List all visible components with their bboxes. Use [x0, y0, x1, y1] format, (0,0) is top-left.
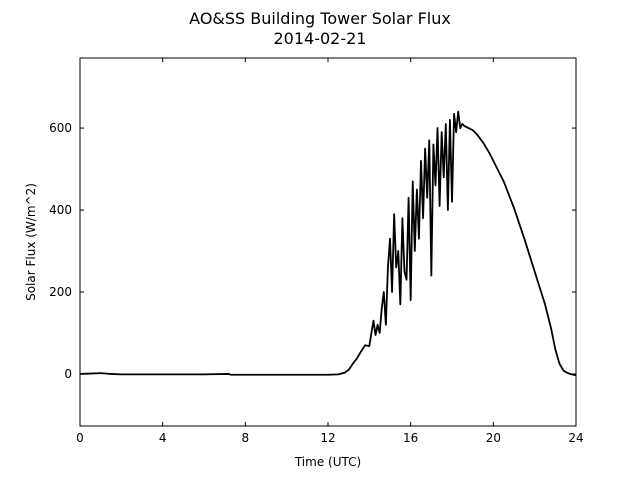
y-axis-label: Solar Flux (W/m^2) [24, 183, 38, 301]
y-tick-label: 200 [49, 285, 72, 299]
x-tick-label: 12 [320, 431, 335, 445]
x-tick-label: 8 [242, 431, 250, 445]
x-tick-label: 20 [486, 431, 501, 445]
x-axis-label: Time (UTC) [294, 455, 361, 469]
chart-subtitle: 2014-02-21 [274, 29, 367, 48]
plot-frame [79, 57, 577, 427]
x-tick-label: 4 [159, 431, 167, 445]
y-tick-label: 600 [49, 121, 72, 135]
x-tick-label: 24 [568, 431, 583, 445]
chart-title: AO&SS Building Tower Solar Flux [189, 9, 451, 28]
y-tick-label: 0 [64, 367, 72, 381]
data-line [79, 110, 577, 377]
x-tick-label: 16 [403, 431, 418, 445]
x-tick-label: 0 [76, 431, 84, 445]
y-tick-label: 400 [49, 203, 72, 217]
